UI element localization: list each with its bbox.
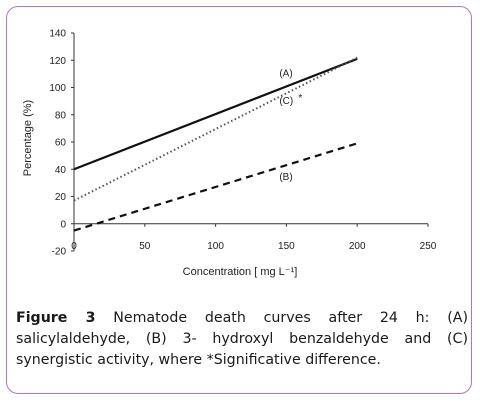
x-tick-label: 50: [139, 241, 151, 252]
series-line-c: [73, 56, 358, 202]
x-tick-label: 150: [278, 241, 295, 252]
series-label-c: (C): [279, 96, 293, 107]
y-tick-label: -20: [52, 247, 67, 258]
series-label-a: (A): [279, 69, 292, 80]
chart-axes: [71, 32, 429, 252]
chart-labels: -20 0 20 40 60 80 100 120 140 0 50 100 150 200 250 Conc…: [22, 29, 437, 279]
x-axis-title: Concentration [ mg L⁻¹]: [183, 266, 298, 278]
significance-marker: *: [298, 93, 302, 104]
figure-label: Figure 3: [16, 310, 96, 326]
x-tick-label: 200: [349, 241, 366, 252]
x-tick-label: 250: [420, 241, 437, 252]
y-tick-label: 0: [60, 219, 66, 230]
x-tick-label: 100: [207, 241, 224, 252]
line-chart: -20 0 20 40 60 80 100 120 140 0 50 100 150 200 250 Conc…: [22, 29, 437, 279]
figure-caption: Figure 3 Nematode death curves after 24 …: [16, 308, 468, 371]
y-tick-label: 60: [55, 138, 67, 149]
y-tick-label: 120: [49, 56, 66, 67]
series-label-b: (B): [279, 172, 292, 183]
y-tick-label: 100: [49, 83, 66, 94]
y-tick-label: 140: [49, 29, 66, 40]
chart-series: [73, 56, 358, 232]
series-line-a: [73, 57, 358, 171]
caption-text: Nematode death curves after 24 h: (A) sa…: [16, 310, 468, 368]
y-tick-label: 20: [55, 192, 67, 203]
y-axis-title: Percentage (%): [22, 100, 34, 176]
y-tick-label: 80: [55, 110, 67, 121]
x-tick-label: 0: [71, 241, 77, 252]
series-line-b: [73, 142, 358, 232]
y-tick-label: 40: [55, 165, 67, 176]
figure-frame: [6, 6, 472, 394]
